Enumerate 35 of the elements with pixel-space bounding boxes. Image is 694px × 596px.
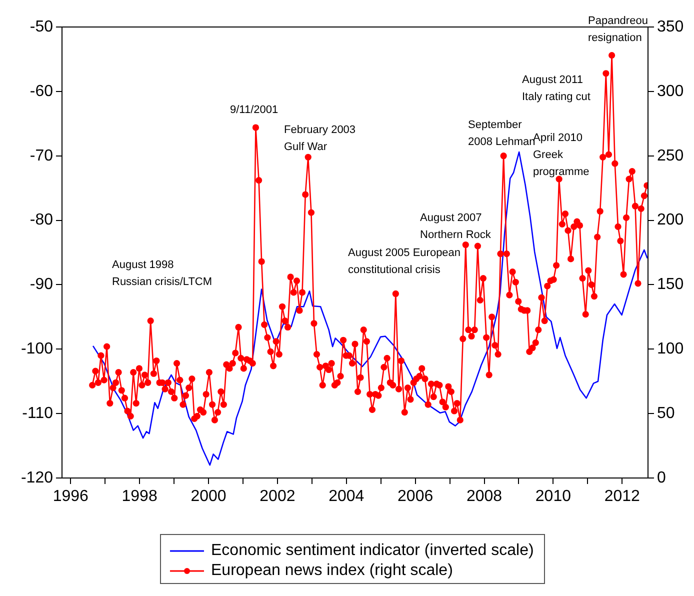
y2-tick-label: 150 [657,276,684,294]
annotation: April 2010 Greek programme [533,132,590,178]
annotation: 9/11/2001 [230,104,278,116]
x-tick-label: 2012 [604,488,640,506]
x-tick-label: 2006 [398,488,434,506]
y-tick-label: -100 [20,340,54,358]
annotation: August 2005 European constitutional crisis [348,247,461,276]
y-tick-label: -120 [20,469,54,486]
y-tick-label: -80 [30,212,54,229]
annotation: Papandreou resignation [588,15,648,44]
x-tick-label: 1996 [52,488,89,506]
annotation: August 2011 Italy rating cut [522,74,590,104]
legend-label: Economic sentiment indicator (inverted scale) [211,542,534,560]
x-tick-label: 2008 [466,488,502,506]
x-tick-label: 2004 [328,488,364,506]
y-tick-label: -60 [30,82,54,100]
y2-tick-label: 200 [657,212,684,229]
y2-tick-label: 0 [657,469,666,486]
y2-tick-label: 300 [657,82,684,100]
y-tick-label: -50 [30,18,54,36]
legend-label: European news index (right scale) [211,562,453,580]
y-tick-label: -110 [22,404,54,422]
annotation: February 2003 Gulf War [284,124,356,154]
x-tick-label: 2000 [190,488,226,506]
annotation: August 1998 Russian crisis/LTCM [112,259,212,288]
x-tick-label: 1998 [122,488,158,506]
y2-tick-label: 250 [657,147,684,164]
x-tick-label: 2010 [535,488,572,506]
y2-tick-label: 100 [657,340,684,358]
x-tick-label: 2002 [260,488,296,506]
annotation: August 2007 Northern Rock [420,212,492,242]
y2-tick-label: 350 [657,18,684,36]
y2-tick-label: 50 [657,404,675,422]
y-tick-label: -90 [30,276,54,294]
y-tick-label: -70 [30,147,54,164]
